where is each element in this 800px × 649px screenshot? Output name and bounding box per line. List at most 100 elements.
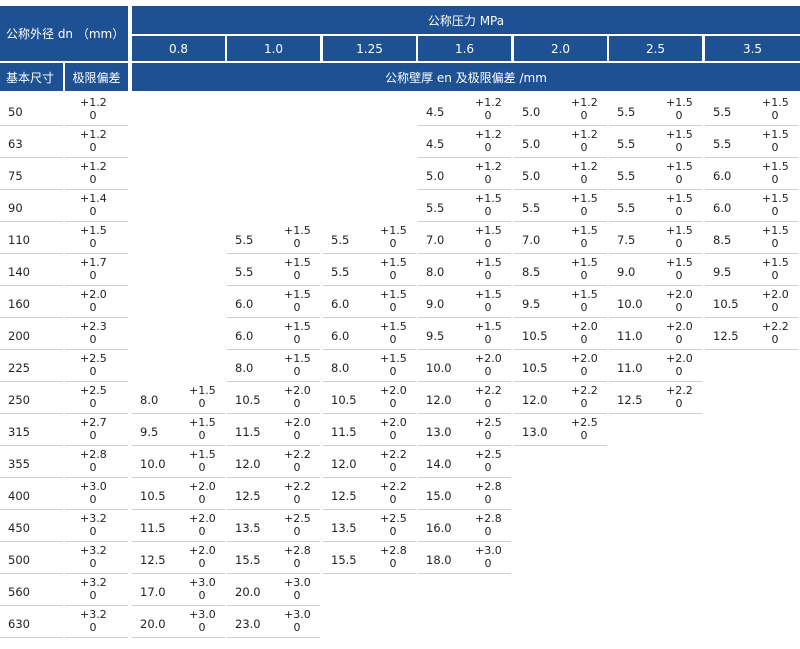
wall-tolerance-lower: 0	[389, 269, 397, 282]
wall-tolerance-upper: +2.8	[475, 480, 502, 493]
row-divider	[0, 381, 63, 382]
wall-tolerance-upper: +2.2	[284, 448, 311, 461]
tolerance-lower: 0	[89, 141, 97, 154]
wall-thickness-value: 14.0	[426, 457, 452, 471]
row-divider	[65, 605, 128, 606]
wall-tolerance-lower: 0	[771, 269, 779, 282]
wall-tolerance-lower: 0	[293, 269, 301, 282]
tolerance-upper: +1.2	[80, 128, 107, 141]
wall-tolerance: +2.5 0	[571, 416, 598, 442]
wall-tolerance: +2.5 0	[475, 416, 502, 442]
wall-tolerance-lower: 0	[675, 269, 683, 282]
row-divider	[418, 413, 511, 414]
row-divider	[418, 509, 511, 510]
wall-tolerance-upper: +1.5	[475, 288, 502, 301]
wall-thickness-cell: 13.5 +2.5 0	[227, 510, 320, 542]
tolerance-lower: 0	[89, 301, 97, 314]
wall-tolerance: +2.0 0	[189, 512, 216, 538]
wall-thickness-cell: 10.0 +1.5 0	[132, 446, 225, 478]
wall-tolerance: +1.5 0	[380, 224, 407, 250]
wall-thickness-value: 8.0	[426, 265, 445, 279]
row-divider	[323, 445, 416, 446]
wall-tolerance: +2.0 0	[380, 416, 407, 442]
wall-tolerance-upper: +3.0	[189, 608, 216, 621]
wall-tolerance-upper: +1.5	[666, 256, 693, 269]
wall-tolerance-upper: +2.0	[380, 416, 407, 429]
row-divider	[418, 221, 511, 222]
wall-thickness-cell: 9.5 +1.5 0	[418, 318, 511, 350]
row-divider	[514, 413, 607, 414]
wall-thickness-value: 7.0	[522, 233, 541, 247]
row-divider	[0, 413, 63, 414]
row-divider	[705, 221, 798, 222]
wall-thickness-cell: 5.5 +1.5 0	[323, 222, 416, 254]
tolerance-upper: +2.0	[80, 288, 107, 301]
row-divider	[227, 317, 320, 318]
tolerance-upper: +3.2	[80, 576, 107, 589]
row-divider	[65, 573, 128, 574]
row-divider	[514, 445, 607, 446]
wall-thickness-cell: 8.5 +1.5 0	[514, 254, 607, 286]
wall-tolerance-lower: 0	[389, 429, 397, 442]
wall-thickness-cell: 7.0 +1.5 0	[418, 222, 511, 254]
wall-tolerance-lower: 0	[198, 525, 206, 538]
wall-thickness-cell: 16.0 +2.8 0	[418, 510, 511, 542]
row-divider	[609, 413, 702, 414]
wall-tolerance-lower: 0	[484, 365, 492, 378]
wall-tolerance: +1.5 0	[380, 352, 407, 378]
wall-tolerance-lower: 0	[771, 173, 779, 186]
dn-tolerance: +1.7 0	[80, 256, 107, 282]
wall-tolerance: +1.5 0	[475, 288, 502, 314]
row-divider	[65, 221, 128, 222]
wall-thickness-value: 12.0	[522, 393, 548, 407]
wall-tolerance: +1.5 0	[475, 192, 502, 218]
wall-tolerance-upper: +2.0	[284, 384, 311, 397]
tolerance-lower: 0	[89, 269, 97, 282]
wall-tolerance-upper: +1.5	[666, 96, 693, 109]
wall-thickness-value: 9.0	[617, 265, 636, 279]
table-row: 400 +3.0 0 10.5 +2.0 0 12.5 +2.2 0 12.5 +2.2 0 15.0 +…	[0, 478, 800, 510]
row-divider	[609, 221, 702, 222]
wall-tolerance-lower: 0	[389, 493, 397, 506]
wall-tolerance: +2.2 0	[380, 448, 407, 474]
wall-thickness-value: 5.5	[617, 105, 636, 119]
wall-thickness-cell: 15.0 +2.8 0	[418, 478, 511, 510]
wall-tolerance: +1.5 0	[189, 448, 216, 474]
wall-thickness-cell: 7.5 +1.5 0	[609, 222, 702, 254]
wall-tolerance-lower: 0	[293, 461, 301, 474]
wall-thickness-value: 8.5	[713, 233, 732, 247]
wall-thickness-value: 9.5	[522, 297, 541, 311]
wall-tolerance-lower: 0	[580, 301, 588, 314]
row-divider	[227, 253, 320, 254]
row-divider	[514, 221, 607, 222]
tolerance-lower: 0	[89, 621, 97, 634]
table-row: 50 +1.2 0 4.5 +1.2 0 5.0 +1.2 0 5.5 +1.5 0 5.5 +1.5 0	[0, 94, 800, 126]
tolerance-lower: 0	[89, 493, 97, 506]
dn-tolerance: +3.2 0	[80, 576, 107, 602]
wall-tolerance-lower: 0	[484, 493, 492, 506]
pressure-col-header: 1.6	[418, 36, 511, 61]
wall-thickness-cell: 12.5 +2.2 0	[227, 478, 320, 510]
wall-tolerance-upper: +2.2	[571, 384, 598, 397]
wall-thickness-cell: 6.0 +1.5 0	[323, 286, 416, 318]
row-divider	[418, 189, 511, 190]
wall-tolerance-lower: 0	[675, 109, 683, 122]
wall-tolerance: +2.0 0	[666, 288, 693, 314]
wall-tolerance-upper: +2.8	[380, 544, 407, 557]
wall-tolerance-lower: 0	[198, 429, 206, 442]
wall-thickness-cell: 11.5 +2.0 0	[227, 414, 320, 446]
wall-thickness-value: 13.5	[331, 521, 357, 535]
wall-tolerance-lower: 0	[484, 429, 492, 442]
wall-tolerance: +2.0 0	[189, 480, 216, 506]
tolerance-lower: 0	[89, 589, 97, 602]
wall-tolerance-lower: 0	[484, 269, 492, 282]
wall-tolerance-upper: +3.0	[284, 576, 311, 589]
table-row: 110 +1.5 0 5.5 +1.5 0 5.5 +1.5 0 7.0 +1.5 0 7.0 +1.5 0…	[0, 222, 800, 254]
wall-tolerance-lower: 0	[389, 557, 397, 570]
wall-tolerance-lower: 0	[484, 461, 492, 474]
wall-tolerance-lower: 0	[389, 397, 397, 410]
wall-tolerance: +1.5 0	[666, 256, 693, 282]
wall-thickness-value: 10.5	[235, 393, 261, 407]
wall-thickness-cell: 5.0 +1.2 0	[418, 158, 511, 190]
wall-thickness-cell: 12.5 +2.2 0	[705, 318, 798, 350]
